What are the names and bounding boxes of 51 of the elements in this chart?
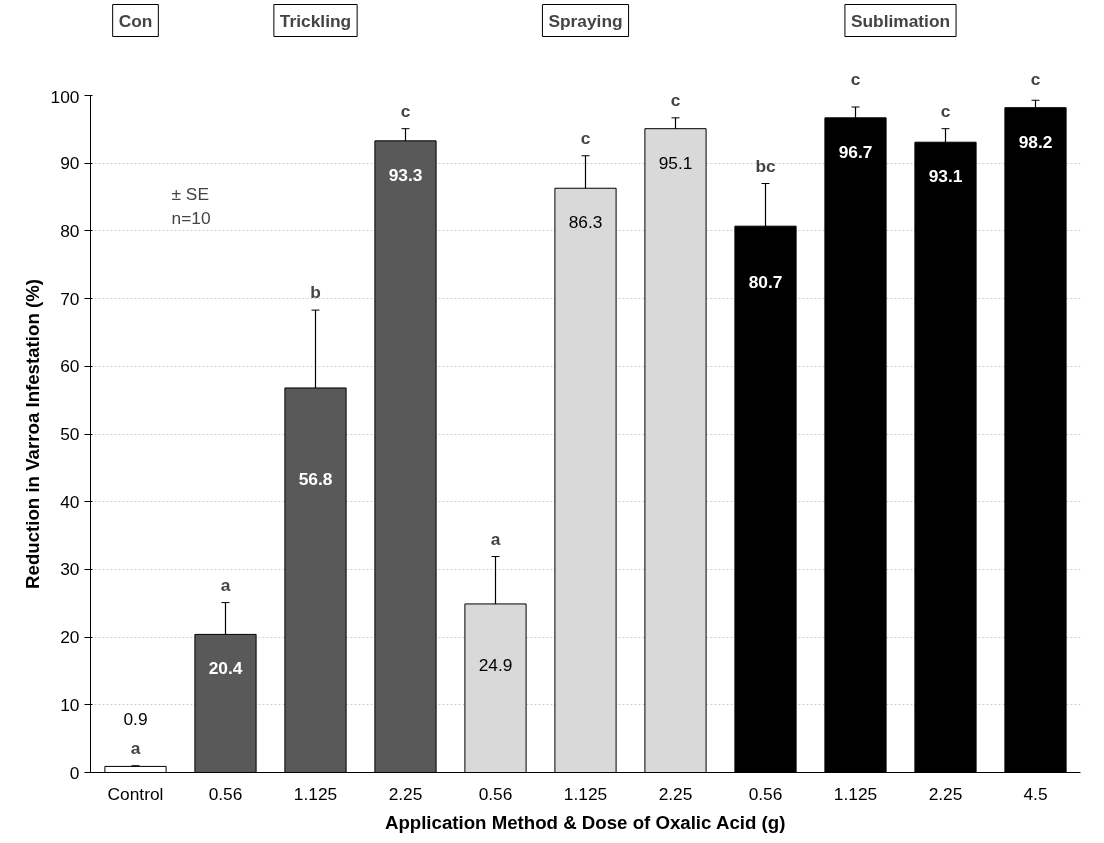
annotation: a (220, 574, 231, 595)
y-tick-label: 100 (50, 86, 80, 107)
x-tick-label: 0.56 (208, 783, 243, 804)
data-label: 93.1 (928, 166, 963, 187)
annotation: bc (755, 155, 776, 176)
x-tick-label: 2.25 (658, 783, 693, 804)
annotation: c (580, 127, 591, 148)
x-tick-label: 1.125 (563, 783, 608, 804)
x-tick-label: 2.25 (388, 783, 423, 804)
annotation: c (670, 89, 681, 110)
y-tick-label: 70 (60, 288, 80, 309)
y-tick-label: 40 (60, 491, 80, 512)
y-tick-label: 30 (60, 559, 80, 580)
data-label: 86.3 (568, 212, 603, 233)
data-label: 96.7 (838, 141, 873, 162)
x-tick-label: 4.5 (1023, 783, 1048, 804)
annotation: c (400, 100, 411, 121)
y-tick-label: 80 (60, 220, 80, 241)
data-label: 0.9 (123, 709, 148, 730)
data-label: 56.8 (298, 469, 333, 490)
x-tick-label: 0.56 (748, 783, 783, 804)
x-tick-label: 0.56 (478, 783, 513, 804)
x-axis-title: Application Method & Dose of Oxalic Acid (g) (384, 811, 786, 833)
data-label: 93.3 (388, 164, 423, 185)
annotation: c (940, 100, 951, 121)
text: Spraying (548, 10, 623, 31)
y-axis-title: Reduction in Varroa Infestation (%) (21, 279, 43, 589)
data-label: 20.4 (208, 658, 243, 679)
y-tick-label: 90 (60, 153, 80, 174)
y-tick-label: 60 (60, 356, 80, 377)
text: Con (118, 10, 153, 31)
y-tick-label: 20 (60, 627, 80, 648)
text: c (850, 68, 861, 89)
annotation: a (490, 528, 501, 549)
x-tick-label: 1.125 (293, 783, 338, 804)
y-tick-label: 0 (69, 762, 80, 783)
data-label: 95.1 (658, 152, 693, 173)
annotation: ± SE n=10 (171, 183, 211, 228)
annotation: a (130, 737, 141, 758)
text: Trickling (279, 10, 352, 31)
data-label: 98.2 (1018, 131, 1053, 152)
annotation: b (310, 282, 321, 303)
data-label: 80.7 (748, 272, 783, 293)
text: c (1030, 68, 1041, 89)
data-label: 24.9 (478, 654, 513, 675)
text: Sublimation (850, 10, 951, 31)
x-tick-label: 1.125 (833, 783, 878, 804)
y-tick-label: 50 (60, 424, 80, 444)
y-tick-label: 10 (60, 694, 80, 715)
x-tick-label: Control (107, 783, 164, 804)
x-tick-label: 2.25 (928, 783, 963, 804)
